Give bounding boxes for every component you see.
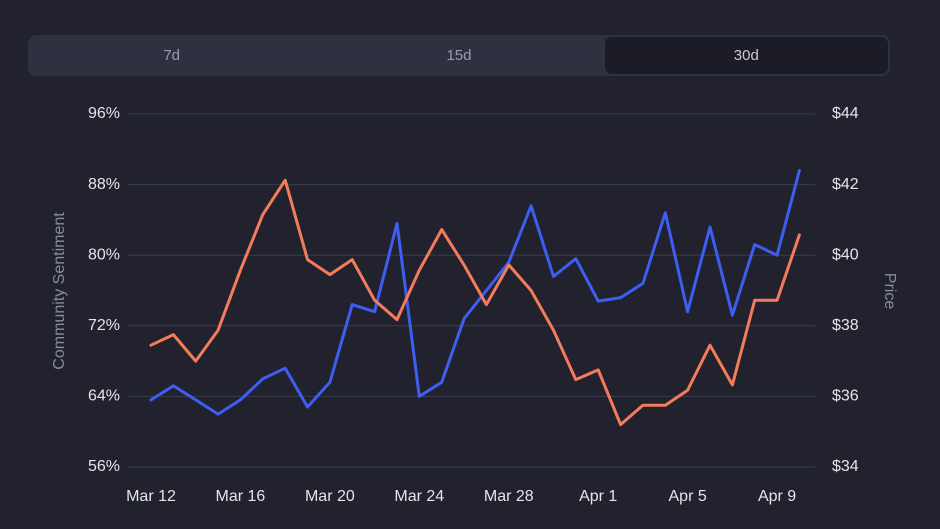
x-tick-label: Mar 20	[305, 488, 355, 505]
y-tick-label: 72%	[88, 317, 120, 334]
y-tick-label: 64%	[88, 388, 120, 405]
y-tick-label: 88%	[88, 176, 120, 193]
tab[interactable]: 7d	[163, 47, 180, 64]
y2-tick-label: $44	[832, 105, 859, 122]
tab[interactable]: 15d	[446, 47, 472, 64]
x-tick-label: Apr 9	[758, 488, 796, 505]
y2-tick-label: $34	[832, 458, 859, 475]
series-line	[149, 169, 801, 416]
tab[interactable]: 30d	[604, 37, 888, 74]
y2-tick-label: $42	[832, 176, 859, 193]
y2-tick-label: $36	[832, 388, 859, 405]
x-tick-label: Mar 24	[394, 488, 444, 505]
y2-axis-title: Price	[881, 273, 898, 310]
y-tick-label: 56%	[88, 458, 120, 475]
y-axis-title: Community Sentiment	[51, 212, 68, 370]
y-tick-label: 96%	[88, 105, 120, 122]
x-tick-label: Apr 5	[669, 488, 707, 505]
series-line	[149, 178, 801, 427]
range-tabs: 7d 15d 30d	[28, 35, 890, 76]
y-tick-label: 80%	[88, 246, 120, 263]
x-tick-label: Mar 28	[484, 488, 534, 505]
x-tick-label: Mar 12	[126, 488, 176, 505]
x-tick-label: Apr 1	[579, 488, 617, 505]
x-tick-label: Mar 16	[216, 488, 266, 505]
y2-tick-label: $38	[832, 317, 859, 334]
y2-tick-label: $40	[832, 246, 859, 263]
